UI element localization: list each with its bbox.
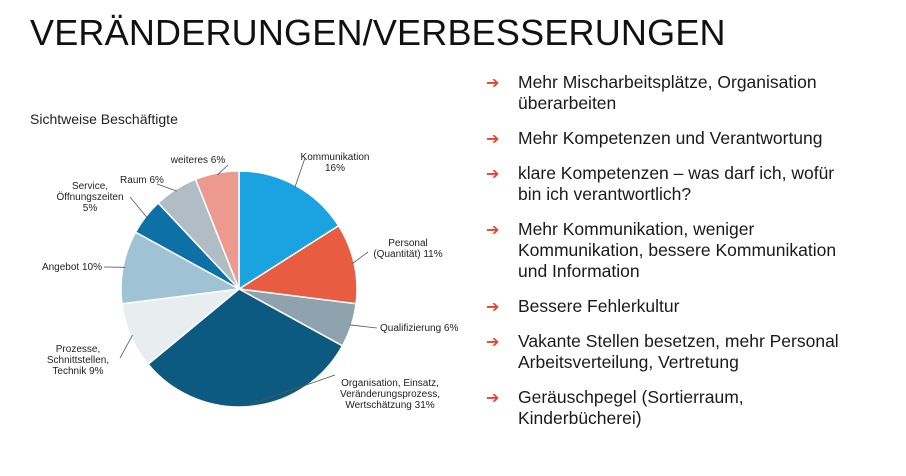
arrow-right-icon: ➔	[486, 131, 500, 148]
bullet-item: ➔ Vakante Stellen besetzen, mehr Personal…	[486, 331, 896, 373]
slice-label: Prozesse, Schnittstellen, Technik 9%	[47, 344, 109, 377]
chart-title: Sichtweise Beschäftigte	[30, 111, 178, 127]
leader-line	[351, 251, 369, 265]
leader-line	[249, 374, 336, 405]
slice-label: Organisation, Einsatz, Veränderungsprozes…	[340, 378, 440, 411]
pie-slice	[236, 224, 358, 305]
bullet-text: Bessere Fehlerkultur	[518, 296, 680, 316]
slice-label: Kommunikation 16%	[301, 152, 370, 174]
slice-label: Qualifizierung 6%	[380, 323, 458, 334]
slice-label: Service, Öffnungszeiten 5%	[56, 181, 123, 214]
bullet-text: Mehr Mischarbeitsplätze, Organisation übe…	[518, 72, 817, 113]
pie-slice	[194, 170, 240, 290]
leader-line	[129, 196, 148, 219]
bullet-item: ➔ Mehr Kompetenzen und Verantwortung	[486, 128, 896, 149]
bullet-text: Vakante Stellen besetzen, mehr Personal A…	[518, 331, 839, 372]
bullet-text: Mehr Kommunikation, weniger Kommunikation…	[518, 219, 837, 281]
slice-label: weiteres 6%	[170, 155, 226, 166]
bullet-text: klare Kompetenzen – was darf ich, wofür b…	[518, 163, 835, 204]
slice-label: Raum 6%	[120, 175, 164, 186]
bullet-item: ➔ Mehr Kommunikation, weniger Kommunikatio…	[486, 219, 896, 282]
pie-slice	[147, 288, 344, 408]
arrow-right-icon: ➔	[486, 222, 500, 239]
bullet-text: Geräuschpegel (Sortierraum, Kinderbüchere…	[518, 387, 744, 428]
arrow-right-icon: ➔	[486, 166, 500, 183]
slice-label: Personal (Quantität) 11%	[373, 238, 442, 260]
leader-line	[217, 164, 229, 176]
leader-line	[156, 183, 177, 192]
pie-chart: Kommunikation 16% Personal (Quantität) 11% Q…	[42, 152, 459, 411]
bullet-item: ➔ Geräuschpegel (Sortierraum, Kinderbücher…	[486, 387, 896, 429]
arrow-right-icon: ➔	[486, 334, 500, 351]
bullet-item: ➔ Mehr Mischarbeitsplätze, Organisation üb…	[486, 72, 896, 114]
leader-line	[294, 157, 306, 188]
arrow-right-icon: ➔	[486, 75, 500, 92]
leader-line	[119, 334, 133, 359]
bullet-text: Mehr Kompetenzen und Verantwortung	[518, 128, 823, 148]
bullet-item: ➔ klare Kompetenzen – was darf ich, wofür…	[486, 163, 896, 205]
leader-line	[349, 324, 378, 329]
slide-title: VERÄNDERUNGEN/VERBESSERUNGEN	[30, 12, 726, 53]
bullet-item: ➔ Bessere Fehlerkultur	[486, 296, 896, 317]
slice-label: Angebot 10%	[42, 262, 102, 273]
arrow-right-icon: ➔	[486, 299, 500, 316]
arrow-right-icon: ➔	[486, 390, 500, 407]
bullet-list: ➔ Mehr Mischarbeitsplätze, Organisation üb…	[486, 72, 896, 443]
